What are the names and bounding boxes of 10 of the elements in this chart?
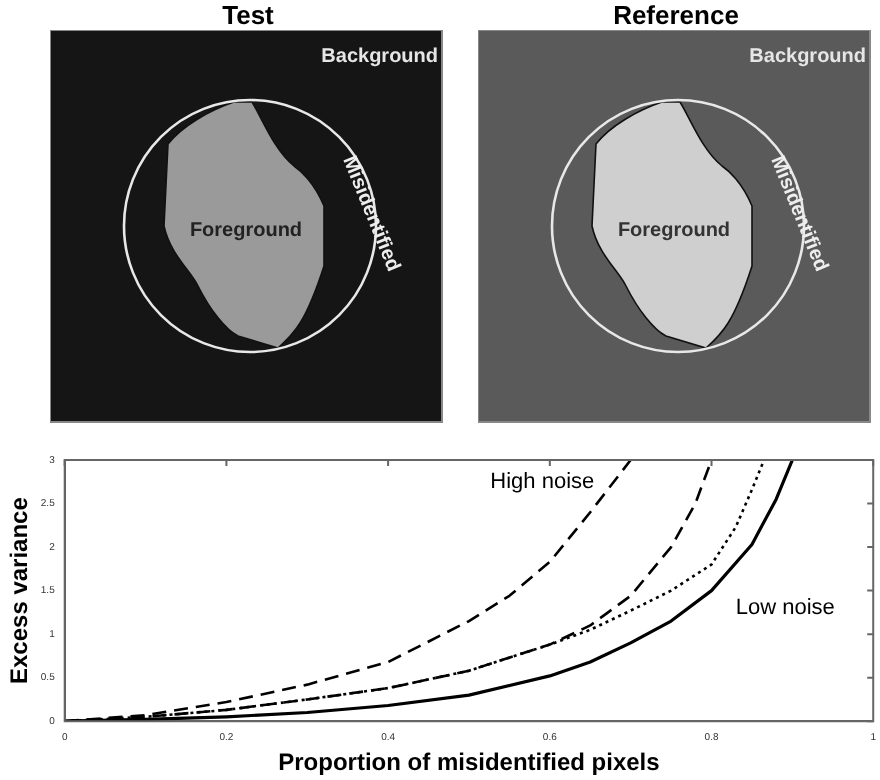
x-axis-title: Proportion of misidentified pixels [278,748,661,777]
text: Reference [611,0,741,30]
y-axis-title: Excess variance [5,496,34,685]
text: Background [749,46,866,68]
series-label: High noise [490,469,595,494]
series-label: Low noise [735,596,835,621]
text: Test [220,0,276,30]
text: Background [321,46,438,68]
text: Foreground [617,220,731,242]
text: Foreground [189,220,303,242]
